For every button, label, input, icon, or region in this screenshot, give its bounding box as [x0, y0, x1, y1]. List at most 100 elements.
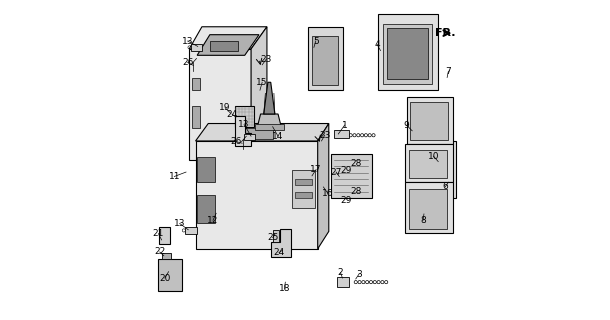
Text: 15: 15: [256, 78, 268, 87]
Circle shape: [362, 281, 365, 284]
Circle shape: [354, 281, 357, 284]
FancyBboxPatch shape: [411, 102, 448, 140]
Circle shape: [195, 229, 198, 232]
Text: 24: 24: [226, 109, 238, 118]
FancyBboxPatch shape: [197, 195, 215, 223]
Circle shape: [241, 136, 244, 139]
Text: 17: 17: [310, 165, 322, 174]
Text: 3: 3: [356, 270, 362, 279]
Circle shape: [242, 68, 248, 74]
Text: 23: 23: [319, 131, 331, 140]
FancyBboxPatch shape: [409, 150, 447, 178]
FancyBboxPatch shape: [192, 77, 199, 90]
FancyBboxPatch shape: [295, 179, 312, 185]
Text: 22: 22: [154, 247, 165, 257]
Polygon shape: [196, 141, 318, 249]
Circle shape: [281, 249, 285, 252]
Circle shape: [373, 281, 376, 284]
Circle shape: [372, 134, 375, 137]
Circle shape: [357, 134, 360, 137]
Polygon shape: [235, 116, 251, 146]
Text: 8: 8: [420, 216, 426, 225]
Text: 25: 25: [267, 233, 278, 242]
Polygon shape: [422, 141, 456, 198]
FancyBboxPatch shape: [382, 24, 432, 84]
Text: 6: 6: [442, 182, 448, 191]
Text: 13: 13: [239, 120, 250, 129]
Circle shape: [254, 136, 257, 139]
FancyBboxPatch shape: [192, 106, 199, 128]
FancyBboxPatch shape: [312, 36, 338, 85]
Circle shape: [364, 162, 368, 167]
Text: 9: 9: [404, 121, 409, 130]
Polygon shape: [405, 182, 453, 233]
Circle shape: [345, 134, 348, 137]
Text: 5: 5: [313, 36, 318, 45]
Polygon shape: [251, 27, 267, 160]
FancyBboxPatch shape: [426, 147, 451, 193]
Text: 29: 29: [340, 166, 351, 175]
Text: 21: 21: [152, 229, 164, 238]
Circle shape: [182, 229, 185, 232]
Polygon shape: [405, 144, 453, 182]
Text: 27: 27: [331, 168, 342, 177]
Circle shape: [342, 134, 345, 137]
Polygon shape: [189, 49, 251, 160]
Text: 28: 28: [350, 159, 362, 168]
FancyBboxPatch shape: [292, 170, 315, 208]
Polygon shape: [189, 27, 267, 49]
Circle shape: [377, 281, 380, 284]
FancyBboxPatch shape: [255, 124, 284, 130]
Text: 13: 13: [182, 36, 193, 45]
FancyBboxPatch shape: [242, 128, 273, 140]
FancyBboxPatch shape: [185, 227, 196, 234]
Text: 1: 1: [342, 121, 348, 130]
FancyBboxPatch shape: [387, 28, 428, 79]
Text: 24: 24: [273, 248, 285, 257]
Text: 4: 4: [374, 40, 380, 49]
Text: 28: 28: [350, 187, 362, 196]
Circle shape: [385, 281, 388, 284]
Circle shape: [365, 281, 369, 284]
Circle shape: [353, 134, 356, 137]
Polygon shape: [257, 114, 281, 127]
Text: 29: 29: [340, 196, 351, 205]
Circle shape: [296, 139, 301, 143]
Circle shape: [368, 134, 371, 137]
Text: 23: 23: [260, 55, 272, 64]
FancyBboxPatch shape: [159, 227, 170, 244]
Circle shape: [201, 46, 204, 49]
Text: 20: 20: [159, 274, 170, 283]
Circle shape: [364, 170, 368, 175]
FancyBboxPatch shape: [191, 44, 203, 51]
Circle shape: [364, 178, 368, 183]
Polygon shape: [318, 124, 329, 249]
FancyBboxPatch shape: [295, 192, 312, 198]
FancyBboxPatch shape: [273, 230, 279, 243]
Polygon shape: [406, 97, 453, 144]
Text: 14: 14: [272, 132, 284, 141]
Text: 12: 12: [207, 216, 219, 225]
Circle shape: [361, 134, 364, 137]
Circle shape: [188, 46, 191, 49]
Circle shape: [358, 281, 361, 284]
Circle shape: [349, 134, 352, 137]
Circle shape: [370, 281, 373, 284]
Polygon shape: [235, 106, 254, 127]
FancyBboxPatch shape: [337, 277, 350, 287]
FancyBboxPatch shape: [334, 130, 350, 139]
FancyBboxPatch shape: [210, 41, 239, 51]
Circle shape: [364, 134, 367, 137]
FancyBboxPatch shape: [244, 134, 255, 140]
Circle shape: [364, 186, 368, 191]
FancyBboxPatch shape: [197, 157, 215, 182]
Polygon shape: [308, 27, 343, 90]
Text: 26: 26: [182, 58, 193, 67]
Polygon shape: [378, 14, 438, 90]
FancyBboxPatch shape: [162, 252, 171, 259]
FancyBboxPatch shape: [409, 188, 447, 229]
Polygon shape: [196, 124, 329, 141]
Text: 26: 26: [230, 137, 242, 146]
Text: 10: 10: [428, 152, 439, 161]
FancyBboxPatch shape: [159, 259, 182, 291]
